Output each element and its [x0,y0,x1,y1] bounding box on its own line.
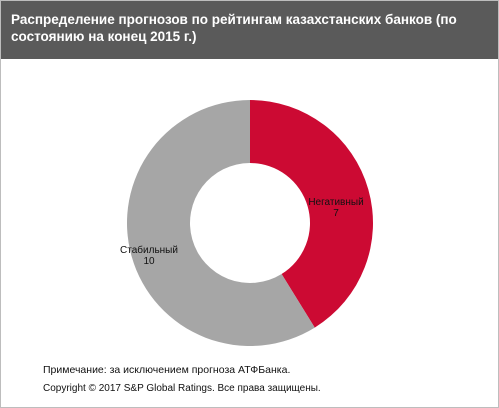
slice-value-label: 10 [143,256,155,267]
footnote: Примечание: за исключением прогноза АТФБ… [43,364,290,376]
slice-label: Стабильный [120,244,178,256]
slice-value-label: 7 [333,208,339,219]
copyright-text: Copyright © 2017 S&P Global Ratings. Все… [43,383,321,394]
slice-label: Негативный [308,197,363,208]
